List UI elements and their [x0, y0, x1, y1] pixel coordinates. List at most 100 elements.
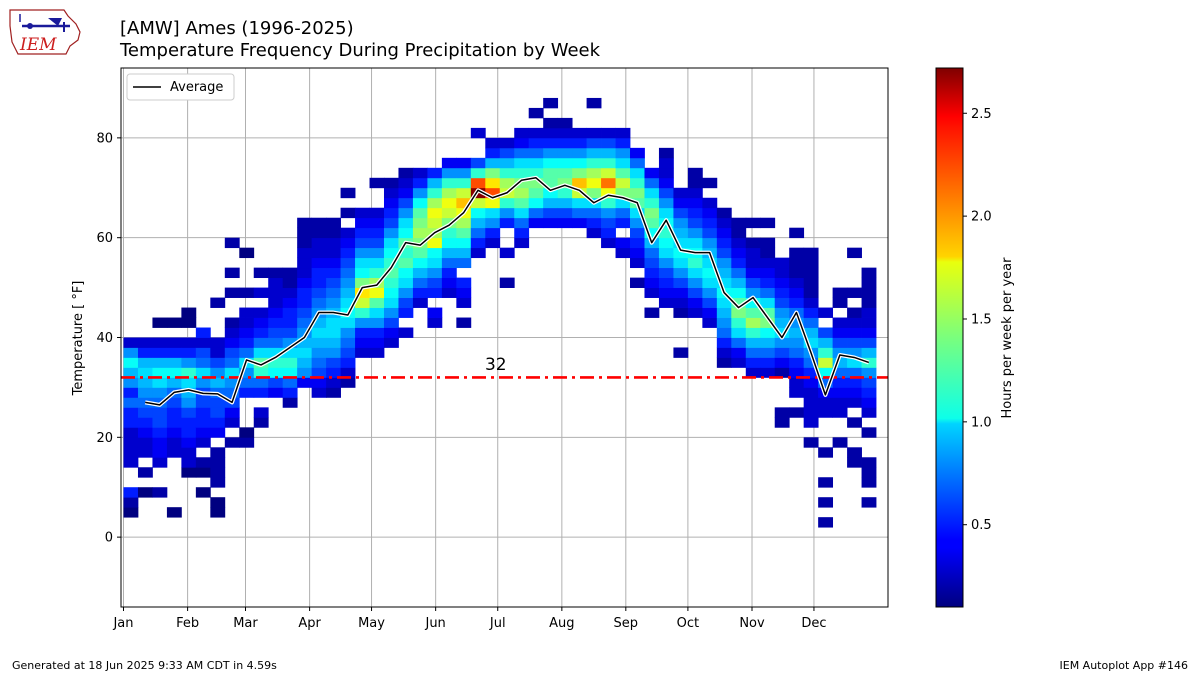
- legend: Average: [126, 73, 235, 101]
- heatmap-cell: [687, 287, 703, 298]
- heatmap-cell: [832, 377, 848, 388]
- heatmap-cell: [210, 447, 226, 458]
- heatmap-cell: [702, 257, 718, 269]
- heatmap-cell: [470, 167, 486, 179]
- heatmap-cell: [166, 317, 182, 328]
- heatmap-cell: [658, 197, 674, 209]
- heatmap-cell: [745, 267, 761, 279]
- heatmap-cell: [441, 157, 457, 169]
- heatmap-cell: [224, 377, 240, 388]
- heatmap-cell: [398, 207, 414, 219]
- heatmap-cell: [224, 407, 240, 418]
- heatmap-cell: [789, 367, 805, 378]
- heatmap-cell: [543, 197, 559, 209]
- heatmap-cell: [297, 217, 313, 229]
- heatmap-cell: [485, 227, 501, 239]
- heatmap-cell: [326, 247, 341, 259]
- heatmap-cell: [398, 167, 414, 179]
- heatmap-cell: [282, 287, 298, 298]
- heatmap-cell: [586, 137, 602, 149]
- heatmap-cell: [774, 367, 790, 378]
- heatmap-cell: [832, 327, 848, 338]
- heatmap-cell: [789, 407, 805, 418]
- heatmap-cell: [166, 357, 182, 368]
- heatmap-cell: [123, 367, 139, 378]
- heatmap-cell: [615, 127, 631, 139]
- heatmap-cell: [789, 257, 805, 269]
- heatmap-cell: [340, 357, 356, 368]
- colorbar-ticks: 0.5 1.0 1.5 2.0 2.5: [963, 107, 992, 533]
- heatmap-cell: [383, 237, 399, 249]
- heatmap-cell: [528, 107, 544, 119]
- heatmap-cell: [543, 137, 559, 149]
- heatmap-cell: [456, 297, 472, 308]
- heatmap-cell: [470, 157, 486, 169]
- heatmap-cell: [297, 367, 313, 378]
- heatmap-cell: [832, 317, 848, 328]
- x-tick-label: Jan: [112, 616, 133, 631]
- x-tick-label: Dec: [801, 616, 826, 631]
- heatmap-cell: [702, 237, 718, 249]
- heatmap-cell: [687, 237, 703, 249]
- heatmap-cell: [297, 237, 313, 249]
- heatmap-cell: [745, 327, 761, 338]
- heatmap-cell: [195, 417, 211, 428]
- x-axis-ticks: Jan Feb Mar Apr May Jun Jul Aug Sep Oct Nov Dec: [112, 607, 827, 631]
- heatmap-cell: [803, 327, 819, 338]
- heatmap-cell: [731, 357, 747, 368]
- heatmap-cell: [702, 227, 718, 239]
- heatmap-cell: [499, 207, 515, 219]
- heatmap-cell: [282, 267, 298, 279]
- heatmap-cell: [123, 397, 139, 408]
- heatmap-cell: [803, 277, 819, 288]
- heatmap-cell: [731, 217, 747, 229]
- heatmap-cell: [760, 347, 776, 358]
- heatmap-cell: [716, 207, 732, 219]
- heatmap-cell: [803, 407, 819, 418]
- heatmap-cell: [268, 267, 284, 279]
- heatmap-cell: [355, 287, 370, 298]
- heatmap-cell: [441, 197, 457, 209]
- heatmap-cell: [297, 327, 313, 338]
- heatmap-cell: [789, 287, 805, 298]
- heatmap-cell: [224, 417, 240, 428]
- heatmap-cell: [123, 427, 139, 438]
- heatmap-cell: [528, 157, 544, 169]
- heatmap-cell: [282, 277, 298, 288]
- heatmap-cell: [528, 147, 544, 159]
- heatmap-cell: [441, 247, 457, 259]
- heatmap-cell: [398, 187, 414, 199]
- heatmap-cell: [687, 207, 703, 219]
- heatmap-cell: [673, 287, 689, 298]
- heatmap-cell: [658, 247, 674, 259]
- heatmap-cell: [745, 357, 761, 368]
- heatmap-cell: [630, 207, 645, 219]
- heatmap-cell: [543, 187, 559, 199]
- heatmap-cell: [268, 367, 284, 378]
- heatmap-cell: [499, 277, 515, 288]
- heatmap-cell: [630, 247, 645, 259]
- heatmap-cell: [181, 337, 197, 348]
- heatmap-cell: [456, 177, 472, 189]
- heatmap-cell: [412, 217, 428, 229]
- heatmap-cell: [137, 337, 153, 348]
- heatmap-cell: [861, 457, 877, 468]
- heatmap-cell: [818, 497, 834, 508]
- heatmap-cell: [253, 267, 269, 279]
- heatmap-cell: [514, 177, 530, 189]
- heatmap-cell: [253, 327, 269, 338]
- heatmap-cell: [427, 307, 443, 318]
- heatmap-cell: [673, 307, 689, 318]
- heatmap-cell: [760, 267, 776, 279]
- y-tick-label: 20: [96, 431, 113, 446]
- heatmap-cell: [297, 227, 313, 239]
- heatmap-cell: [760, 287, 776, 298]
- heatmap-cell: [470, 197, 486, 209]
- heatmap-cell: [383, 317, 399, 328]
- heatmap-cell: [137, 387, 153, 398]
- heatmap-cell: [355, 307, 370, 318]
- heatmap-cell: [195, 347, 211, 358]
- heatmap-cell: [239, 287, 255, 298]
- heatmap-cell: [789, 357, 805, 368]
- heatmap-cell: [789, 377, 805, 388]
